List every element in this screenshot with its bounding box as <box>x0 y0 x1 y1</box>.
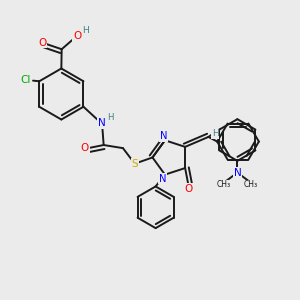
Text: Cl: Cl <box>20 75 31 85</box>
Text: S: S <box>132 159 138 169</box>
Text: H: H <box>82 26 89 35</box>
Text: O: O <box>73 32 81 41</box>
Text: H: H <box>212 129 219 138</box>
Text: N: N <box>98 118 106 128</box>
Text: N: N <box>160 131 167 141</box>
Text: CH₃: CH₃ <box>244 180 258 189</box>
Text: O: O <box>184 184 193 194</box>
Text: N: N <box>159 174 166 184</box>
Text: N: N <box>233 168 241 178</box>
Text: CH₃: CH₃ <box>217 180 231 189</box>
Text: O: O <box>81 143 89 153</box>
Text: O: O <box>38 38 46 48</box>
Text: H: H <box>106 113 113 122</box>
